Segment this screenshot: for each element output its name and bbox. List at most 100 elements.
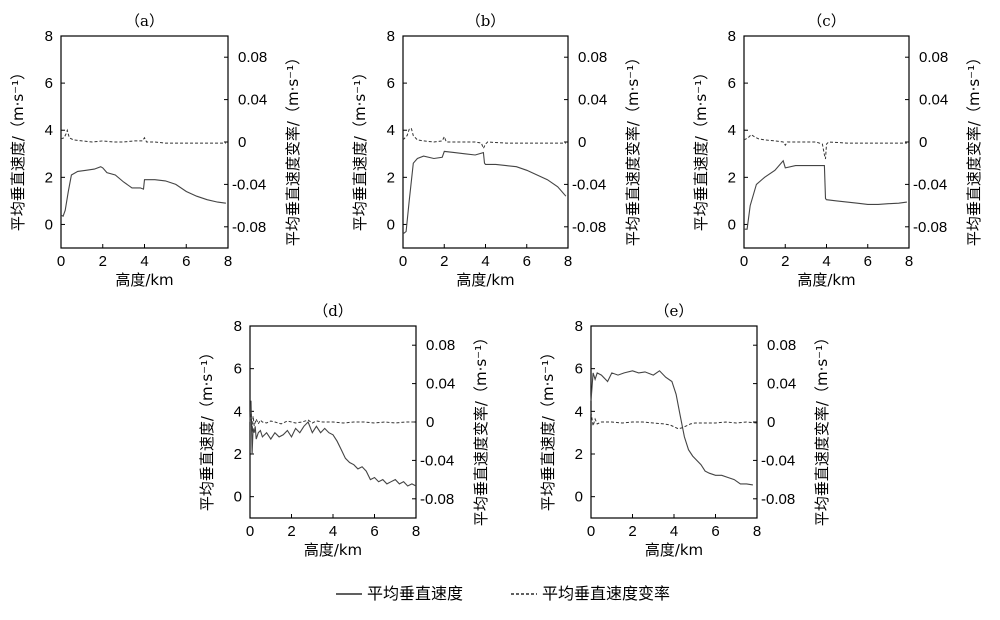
y-left-tick-label-e-0: 0 [575, 489, 583, 506]
rate-series-line-e [590, 412, 758, 430]
y-left-tick-label-a-2: 4 [45, 122, 53, 139]
y-right-tick-label-e-2: 0 [767, 414, 775, 431]
rate-series-line-a [60, 128, 226, 144]
y-right-axis-label-d: 平均垂直速度变率/（m·s⁻¹） [472, 330, 490, 526]
x-tick-label-b-0: 0 [399, 253, 407, 270]
panel-b: （b）0 2 4 6 802468-0.08-0.0400.040.08高度/km平均垂… [351, 12, 642, 289]
x-tick-label-d-2: 4 [329, 523, 337, 540]
x-tick-label-e-0: 0 [587, 523, 595, 540]
y-left-tick-label-d-0: 0 [234, 489, 242, 506]
x-tick-label-b-2: 4 [481, 253, 489, 270]
y-left-tick-label-b-4: 8 [387, 28, 395, 45]
panel-title-a: （a） [125, 12, 164, 30]
x-tick-label-b-3: 6 [523, 253, 531, 270]
x-tick-label-a-2: 4 [140, 253, 148, 270]
x-tick-label-c-3: 6 [864, 253, 872, 270]
y-left-tick-label-e-3: 6 [575, 361, 583, 378]
x-axis-label-b: 高度/km [456, 271, 514, 289]
y-right-tick-label-b-1: -0.04 [572, 176, 606, 193]
x-tick-label-c-1: 2 [781, 253, 789, 270]
panel-e: （e）0 2 4 6 802468-0.08-0.0400.040.08高度/km平均垂… [539, 302, 831, 559]
legend: 平均垂直速度 平均垂直速度变率 [336, 584, 670, 603]
x-tick-label-b-4: 8 [564, 253, 572, 270]
y-left-tick-label-c-2: 4 [728, 122, 736, 139]
y-left-axis-label-a: 平均垂直速度/（m·s⁻¹） [9, 65, 27, 231]
y-left-axis-label-d: 平均垂直速度/（m·s⁻¹） [198, 345, 216, 511]
y-left-axis-label-c: 平均垂直速度/（m·s⁻¹） [692, 65, 710, 231]
legend-solid-label: 平均垂直速度 [367, 584, 463, 603]
y-right-tick-label-e-3: 0.04 [767, 376, 796, 393]
y-left-tick-label-a-3: 6 [45, 75, 53, 92]
y-left-tick-label-a-4: 8 [45, 28, 53, 45]
y-right-axis-label-e: 平均垂直速度变率/（m·s⁻¹） [813, 330, 831, 526]
legend-dashed-label: 平均垂直速度变率 [542, 584, 670, 603]
x-tick-label-c-0: 0 [740, 253, 748, 270]
rate-series-line-d [249, 410, 416, 432]
velocity-series-line-a [60, 166, 226, 218]
y-right-tick-label-b-2: 0 [578, 134, 586, 151]
x-axis-label-e: 高度/km [645, 541, 703, 559]
plot-frame-c [743, 35, 910, 249]
y-right-tick-label-e-4: 0.08 [767, 337, 796, 354]
y-left-tick-label-c-4: 8 [728, 28, 736, 45]
plot-frame-e [590, 325, 758, 519]
x-tick-label-b-1: 2 [440, 253, 448, 270]
velocity-series-line-e [590, 370, 753, 486]
y-left-tick-label-a-0: 0 [45, 216, 53, 233]
y-right-tick-label-e-0: -0.08 [761, 491, 795, 508]
x-tick-label-d-3: 6 [370, 523, 378, 540]
y-right-tick-label-c-0: -0.08 [913, 219, 947, 236]
x-tick-label-e-3: 6 [711, 523, 719, 540]
y-left-axis-label-e: 平均垂直速度/（m·s⁻¹） [539, 345, 557, 511]
y-left-tick-label-c-3: 6 [728, 75, 736, 92]
y-left-tick-label-e-1: 2 [575, 446, 583, 463]
rate-series-line-c [743, 133, 907, 160]
y-left-tick-label-b-1: 2 [387, 169, 395, 186]
y-right-tick-label-c-1: -0.04 [913, 176, 947, 193]
panel-d: （d）0 2 4 6 802468-0.08-0.0400.040.08高度/km平均垂… [198, 302, 490, 559]
y-right-tick-label-d-4: 0.08 [426, 337, 455, 354]
y-left-tick-label-d-1: 2 [234, 446, 242, 463]
y-right-tick-label-c-3: 0.04 [919, 92, 948, 109]
velocity-series-line-d [249, 400, 417, 487]
x-tick-label-e-1: 2 [628, 523, 636, 540]
y-left-tick-label-d-4: 8 [234, 318, 242, 335]
y-right-tick-label-b-3: 0.04 [578, 92, 607, 109]
x-axis-label-a: 高度/km [115, 271, 173, 289]
panel-a: （a）0 2 4 6 802468-0.08-0.0400.040.08高度/km平均垂… [9, 12, 302, 289]
x-tick-label-d-1: 2 [287, 523, 295, 540]
y-left-tick-label-b-0: 0 [387, 216, 395, 233]
x-tick-label-d-4: 8 [412, 523, 420, 540]
y-right-tick-label-b-4: 0.08 [578, 49, 607, 66]
y-right-tick-label-a-1: -0.04 [232, 176, 266, 193]
x-tick-label-a-4: 8 [224, 253, 232, 270]
panel-title-b: （b） [466, 12, 506, 30]
x-tick-label-d-0: 0 [246, 523, 254, 540]
plot-frame-a [60, 35, 229, 249]
y-right-tick-label-a-0: -0.08 [232, 219, 266, 236]
y-left-tick-label-c-1: 2 [728, 169, 736, 186]
y-right-tick-label-a-4: 0.08 [238, 49, 267, 66]
y-right-tick-label-a-2: 0 [238, 134, 246, 151]
y-left-tick-label-e-4: 8 [575, 318, 583, 335]
rate-series-line-b [402, 127, 566, 150]
y-right-tick-label-a-3: 0.04 [238, 92, 267, 109]
y-right-tick-label-c-4: 0.08 [919, 49, 948, 66]
y-left-tick-label-d-2: 4 [234, 403, 242, 420]
y-left-tick-label-d-3: 6 [234, 361, 242, 378]
y-right-tick-label-d-2: 0 [426, 414, 434, 431]
x-tick-label-c-4: 8 [905, 253, 913, 270]
y-left-axis-label-b: 平均垂直速度/（m·s⁻¹） [351, 65, 369, 231]
y-right-tick-label-b-0: -0.08 [572, 219, 606, 236]
y-left-tick-label-c-0: 0 [728, 216, 736, 233]
x-tick-label-e-4: 8 [753, 523, 761, 540]
x-axis-label-d: 高度/km [304, 541, 362, 559]
y-left-tick-label-e-2: 4 [575, 403, 583, 420]
y-left-tick-label-b-2: 4 [387, 122, 395, 139]
x-axis-label-c: 高度/km [797, 271, 855, 289]
x-tick-label-c-2: 4 [822, 253, 830, 270]
panel-title-e: （e） [655, 302, 694, 320]
y-right-tick-label-d-3: 0.04 [426, 376, 455, 393]
y-left-tick-label-b-3: 6 [387, 75, 395, 92]
